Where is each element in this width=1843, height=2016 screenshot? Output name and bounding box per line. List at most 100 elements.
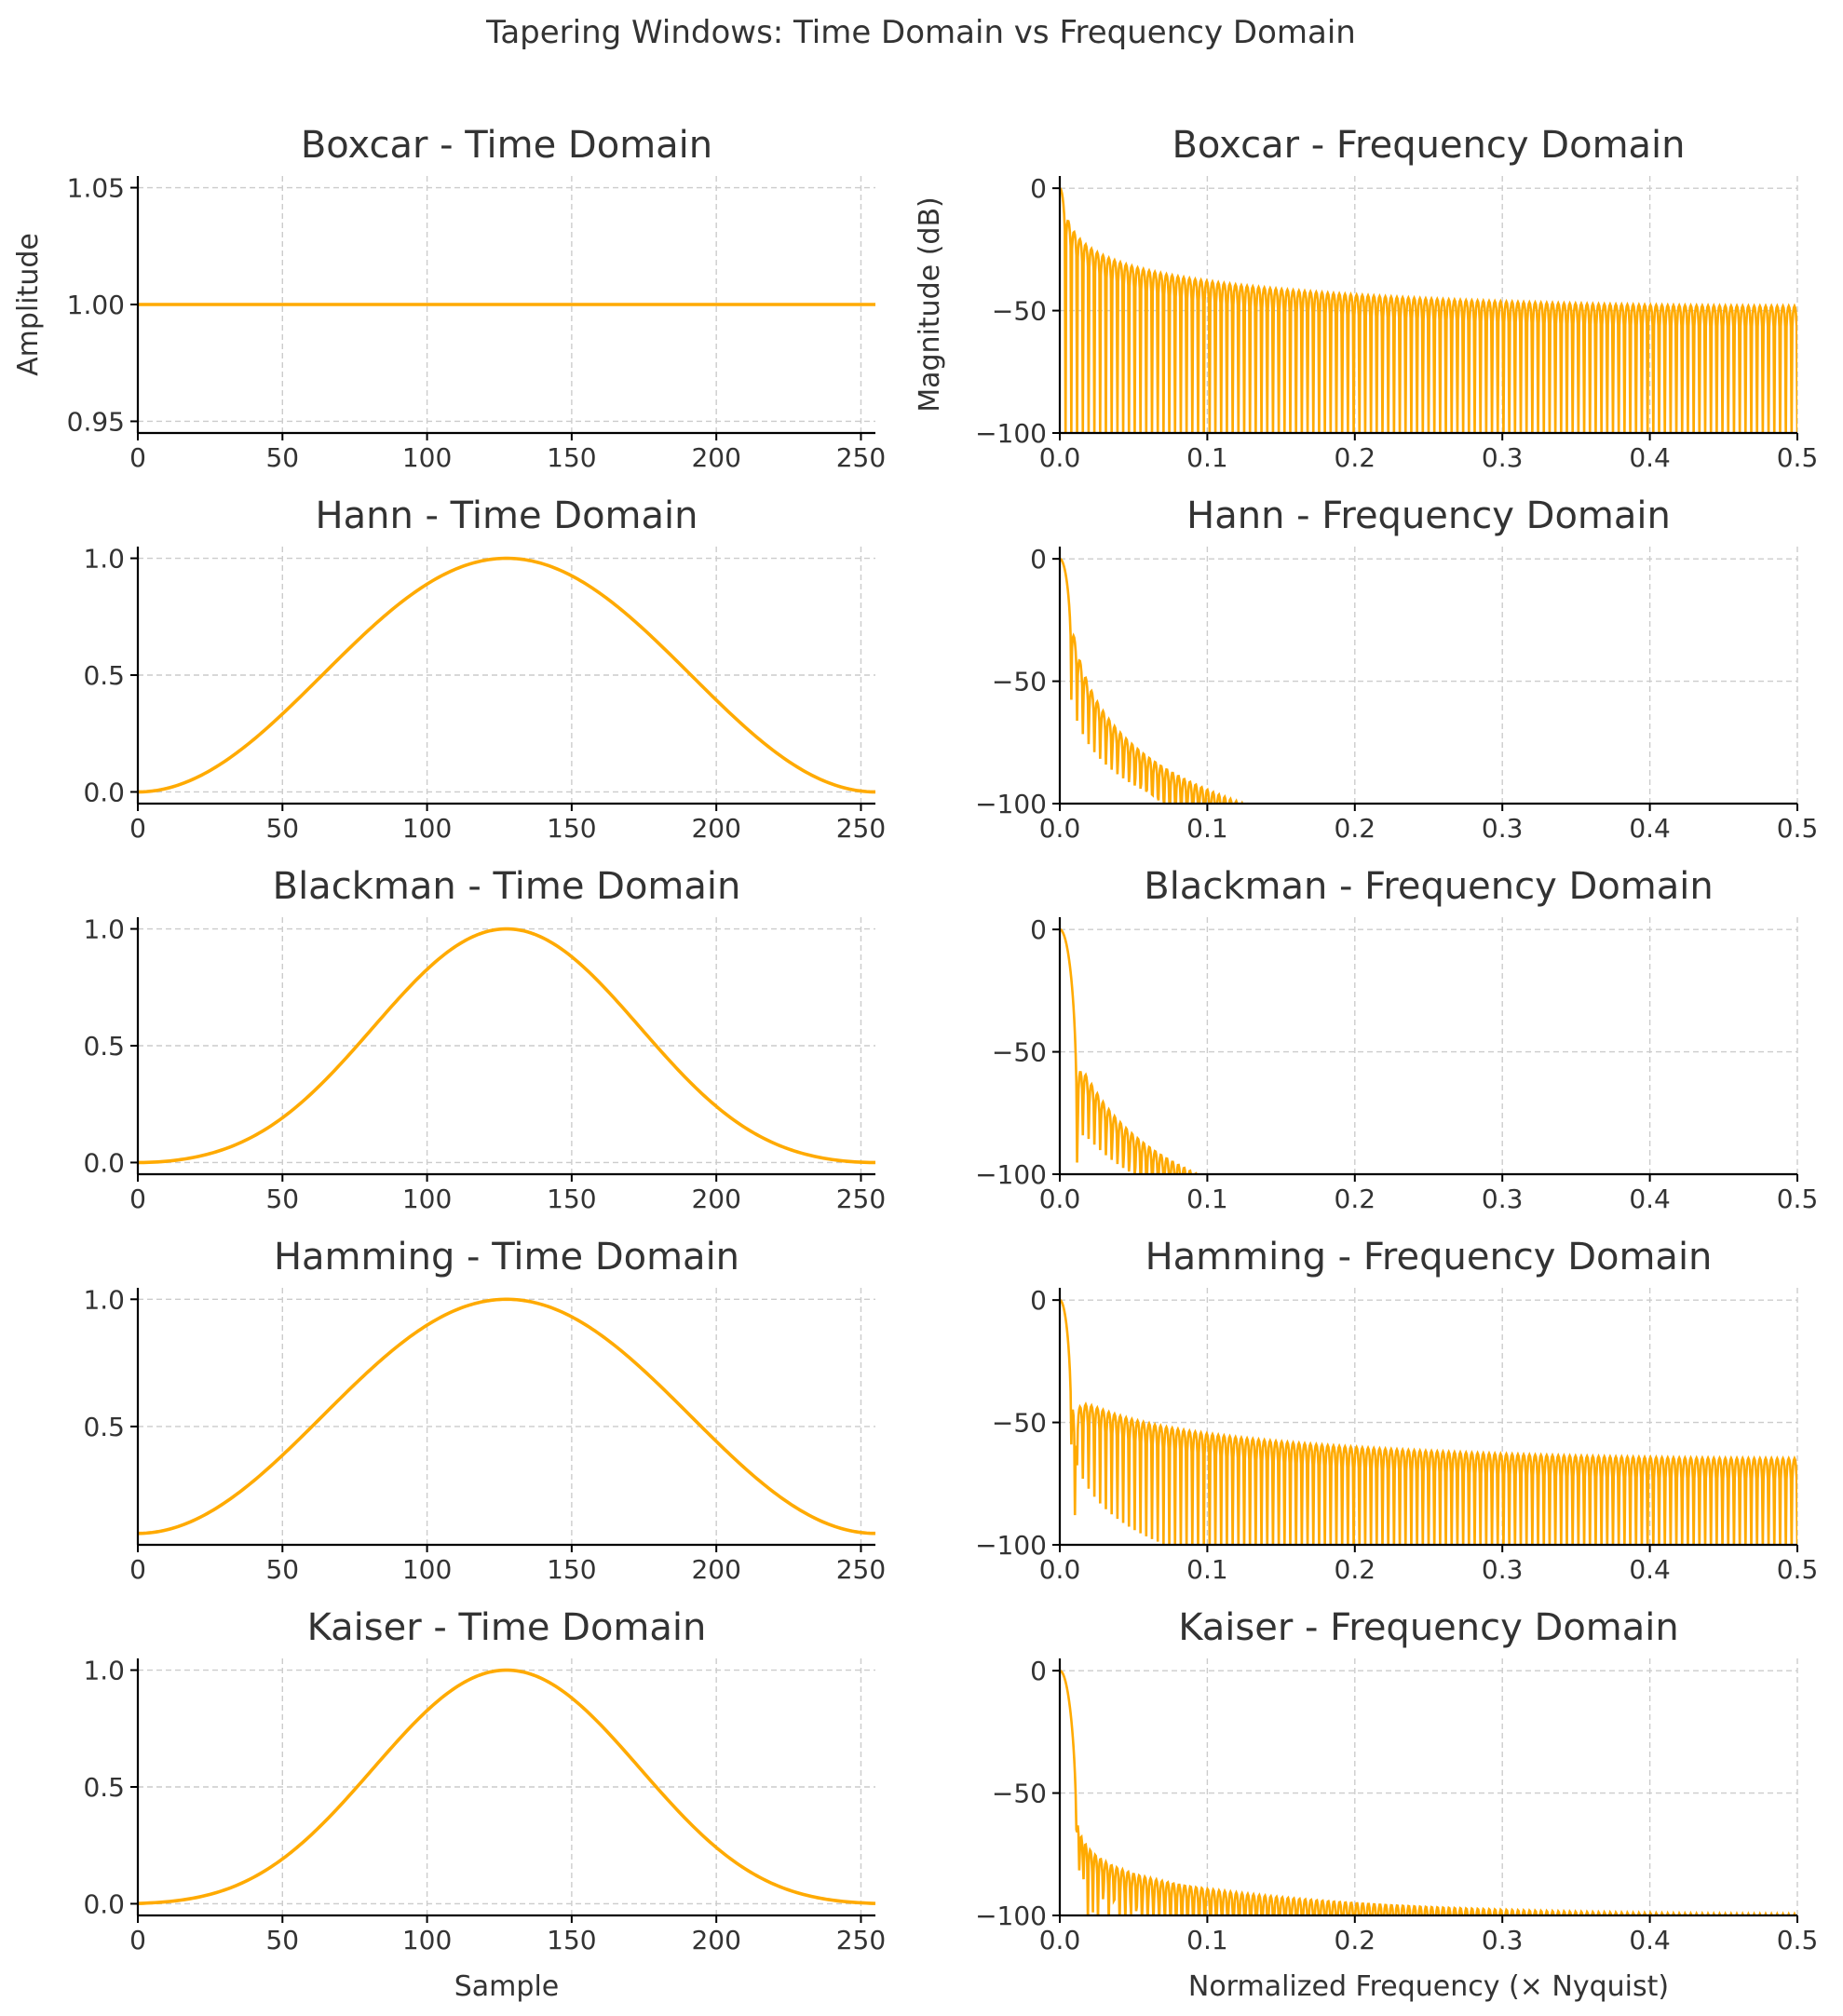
y-tick-label: −100	[975, 1530, 1047, 1561]
x-tick-label: 0.1	[1186, 813, 1228, 844]
x-tick-label: 0.0	[1039, 1184, 1081, 1214]
x-tick-label: 50	[265, 1184, 299, 1214]
figure-title: Tapering Windows: Time Domain vs Frequen…	[485, 14, 1356, 51]
x-tick-label: 0.5	[1777, 1925, 1819, 1955]
x-tick-label: 50	[265, 813, 299, 844]
x-tick-label: 150	[547, 1184, 596, 1214]
y-tick-label: 0.0	[83, 1147, 125, 1178]
y-tick-label: 0.0	[83, 777, 125, 807]
subplot-title-kaiser-frequency: Kaiser - Frequency Domain	[1178, 1606, 1678, 1649]
x-tick-label: 0.2	[1335, 1554, 1376, 1585]
series-line-kaiser-frequency	[1060, 1669, 1796, 1915]
subplot-hann-frequency: Hann - Frequency Domain 0.0 0.1 0.2 0.3 0.4 0.…	[975, 494, 1818, 844]
y-tick-label: 1.05	[67, 173, 125, 204]
x-tick-label: 0	[129, 1184, 146, 1214]
x-tick-label: 100	[402, 442, 452, 473]
x-tick-label: 0.1	[1186, 442, 1228, 473]
y-axis-label: Amplitude	[12, 233, 45, 376]
y-tick-label: 1.0	[83, 1656, 125, 1686]
x-tick-label: 250	[836, 442, 886, 473]
subplot-kaiser-frequency: Kaiser - Frequency Domain 0.0 0.1 0.2 0.3 0.4…	[975, 1606, 1818, 2003]
x-tick-label: 0	[129, 813, 146, 844]
x-tick-label: 150	[547, 1925, 596, 1955]
x-axis-label: Normalized Frequency (× Nyquist)	[1188, 1970, 1669, 2003]
x-tick-label: 0.5	[1777, 813, 1819, 844]
subplot-hann-time: Hann - Time Domain 0 50 100 150 200 250 0.0 0.5 1…	[83, 494, 886, 844]
x-tick-label: 0.2	[1335, 1184, 1376, 1214]
x-tick-label: 0.2	[1335, 442, 1376, 473]
y-tick-label: 1.0	[83, 1284, 125, 1315]
x-tick-label: 0.1	[1186, 1554, 1228, 1585]
x-tick-label: 0.2	[1335, 813, 1376, 844]
y-tick-label: −100	[975, 789, 1047, 819]
x-tick-label: 150	[547, 442, 596, 473]
x-tick-label: 0.4	[1629, 813, 1671, 844]
x-tick-label: 0.5	[1777, 1184, 1819, 1214]
x-tick-label: 0.5	[1777, 1554, 1819, 1585]
x-tick-label: 0	[129, 1925, 146, 1955]
x-tick-label: 0.0	[1039, 442, 1081, 473]
subplot-boxcar-frequency: Boxcar - Frequency Domain 0.0 0.1 0.2 0.3 0.4…	[914, 124, 1818, 473]
y-tick-label: 1.00	[67, 290, 125, 320]
x-tick-label: 0.0	[1039, 1925, 1081, 1955]
y-tick-label: −100	[975, 1159, 1047, 1190]
x-tick-label: 0.3	[1482, 1554, 1524, 1585]
y-tick-label: 1.0	[83, 544, 125, 575]
x-tick-label: 0.0	[1039, 1554, 1081, 1585]
y-tick-label: 0	[1030, 914, 1047, 945]
y-tick-label: −50	[992, 1779, 1047, 1809]
x-tick-label: 0.3	[1482, 813, 1524, 844]
x-tick-label: 250	[836, 813, 886, 844]
subplot-title-kaiser-time: Kaiser - Time Domain	[307, 1606, 707, 1649]
x-tick-label: 150	[547, 813, 596, 844]
y-axis-label: Magnitude (dB)	[914, 196, 946, 413]
x-tick-label: 0.3	[1482, 442, 1524, 473]
x-tick-label: 0.4	[1629, 1925, 1671, 1955]
x-tick-label: 0.1	[1186, 1184, 1228, 1214]
x-tick-label: 50	[265, 442, 299, 473]
series-line-blackman-frequency	[1060, 927, 1203, 1174]
x-tick-label: 0.4	[1629, 1184, 1671, 1214]
y-tick-label: 0.5	[83, 1412, 125, 1442]
x-tick-label: 250	[836, 1554, 886, 1585]
series-line-hann-time	[137, 556, 876, 794]
y-tick-label: 1.0	[83, 914, 125, 945]
series-line-hamming-frequency	[1060, 1298, 1797, 1545]
series-line-boxcar-frequency	[1060, 187, 1797, 433]
x-tick-label: 0	[129, 442, 146, 473]
y-tick-label: −50	[992, 1037, 1047, 1068]
x-tick-label: 200	[691, 813, 740, 844]
x-tick-label: 200	[691, 1554, 740, 1585]
x-tick-label: 0.2	[1335, 1925, 1376, 1955]
x-tick-label: 200	[691, 442, 740, 473]
subplot-blackman-time: Blackman - Time Domain 0 50 100 150 200 250 0.0…	[83, 865, 886, 1214]
y-tick-label: −100	[975, 418, 1047, 449]
series-line-blackman-time	[137, 927, 876, 1165]
subplot-blackman-frequency: Blackman - Frequency Domain 0.0 0.1 0.2 0.3 0…	[975, 865, 1818, 1214]
x-tick-label: 0.3	[1482, 1184, 1524, 1214]
subplot-title-hann-frequency: Hann - Frequency Domain	[1186, 494, 1671, 537]
subplot-title-boxcar-time: Boxcar - Time Domain	[301, 124, 712, 167]
y-tick-label: 0.5	[83, 1031, 125, 1062]
x-tick-label: 200	[691, 1184, 740, 1214]
x-tick-label: 0.3	[1482, 1925, 1524, 1955]
subplot-kaiser-time: Kaiser - Time Domain 0 50 100 150 200 250 0.0 0.…	[83, 1606, 886, 2003]
x-tick-label: 0	[129, 1554, 146, 1585]
subplot-title-boxcar-frequency: Boxcar - Frequency Domain	[1172, 124, 1685, 167]
x-tick-label: 50	[265, 1925, 299, 1955]
y-tick-label: 0.5	[83, 660, 125, 691]
series-line-hann-frequency	[1060, 557, 1249, 804]
series-line-kaiser-time	[137, 1668, 876, 1905]
x-tick-label: 50	[265, 1554, 299, 1585]
y-tick-label: −50	[992, 667, 1047, 697]
x-tick-label: 100	[402, 813, 452, 844]
x-tick-label: 0.4	[1629, 442, 1671, 473]
subplot-title-hamming-frequency: Hamming - Frequency Domain	[1145, 1236, 1713, 1279]
y-tick-label: −50	[992, 1408, 1047, 1439]
subplot-boxcar-time: Boxcar - Time Domain 0 50 100 150 200 250 0.95 1…	[12, 124, 886, 473]
y-tick-label: 0	[1030, 1285, 1047, 1316]
subplot-title-blackman-time: Blackman - Time Domain	[273, 865, 741, 908]
subplot-grid: Boxcar - Time Domain 0 50 100 150 200 250 0.95 1…	[12, 124, 1818, 2003]
x-tick-label: 0.0	[1039, 813, 1081, 844]
